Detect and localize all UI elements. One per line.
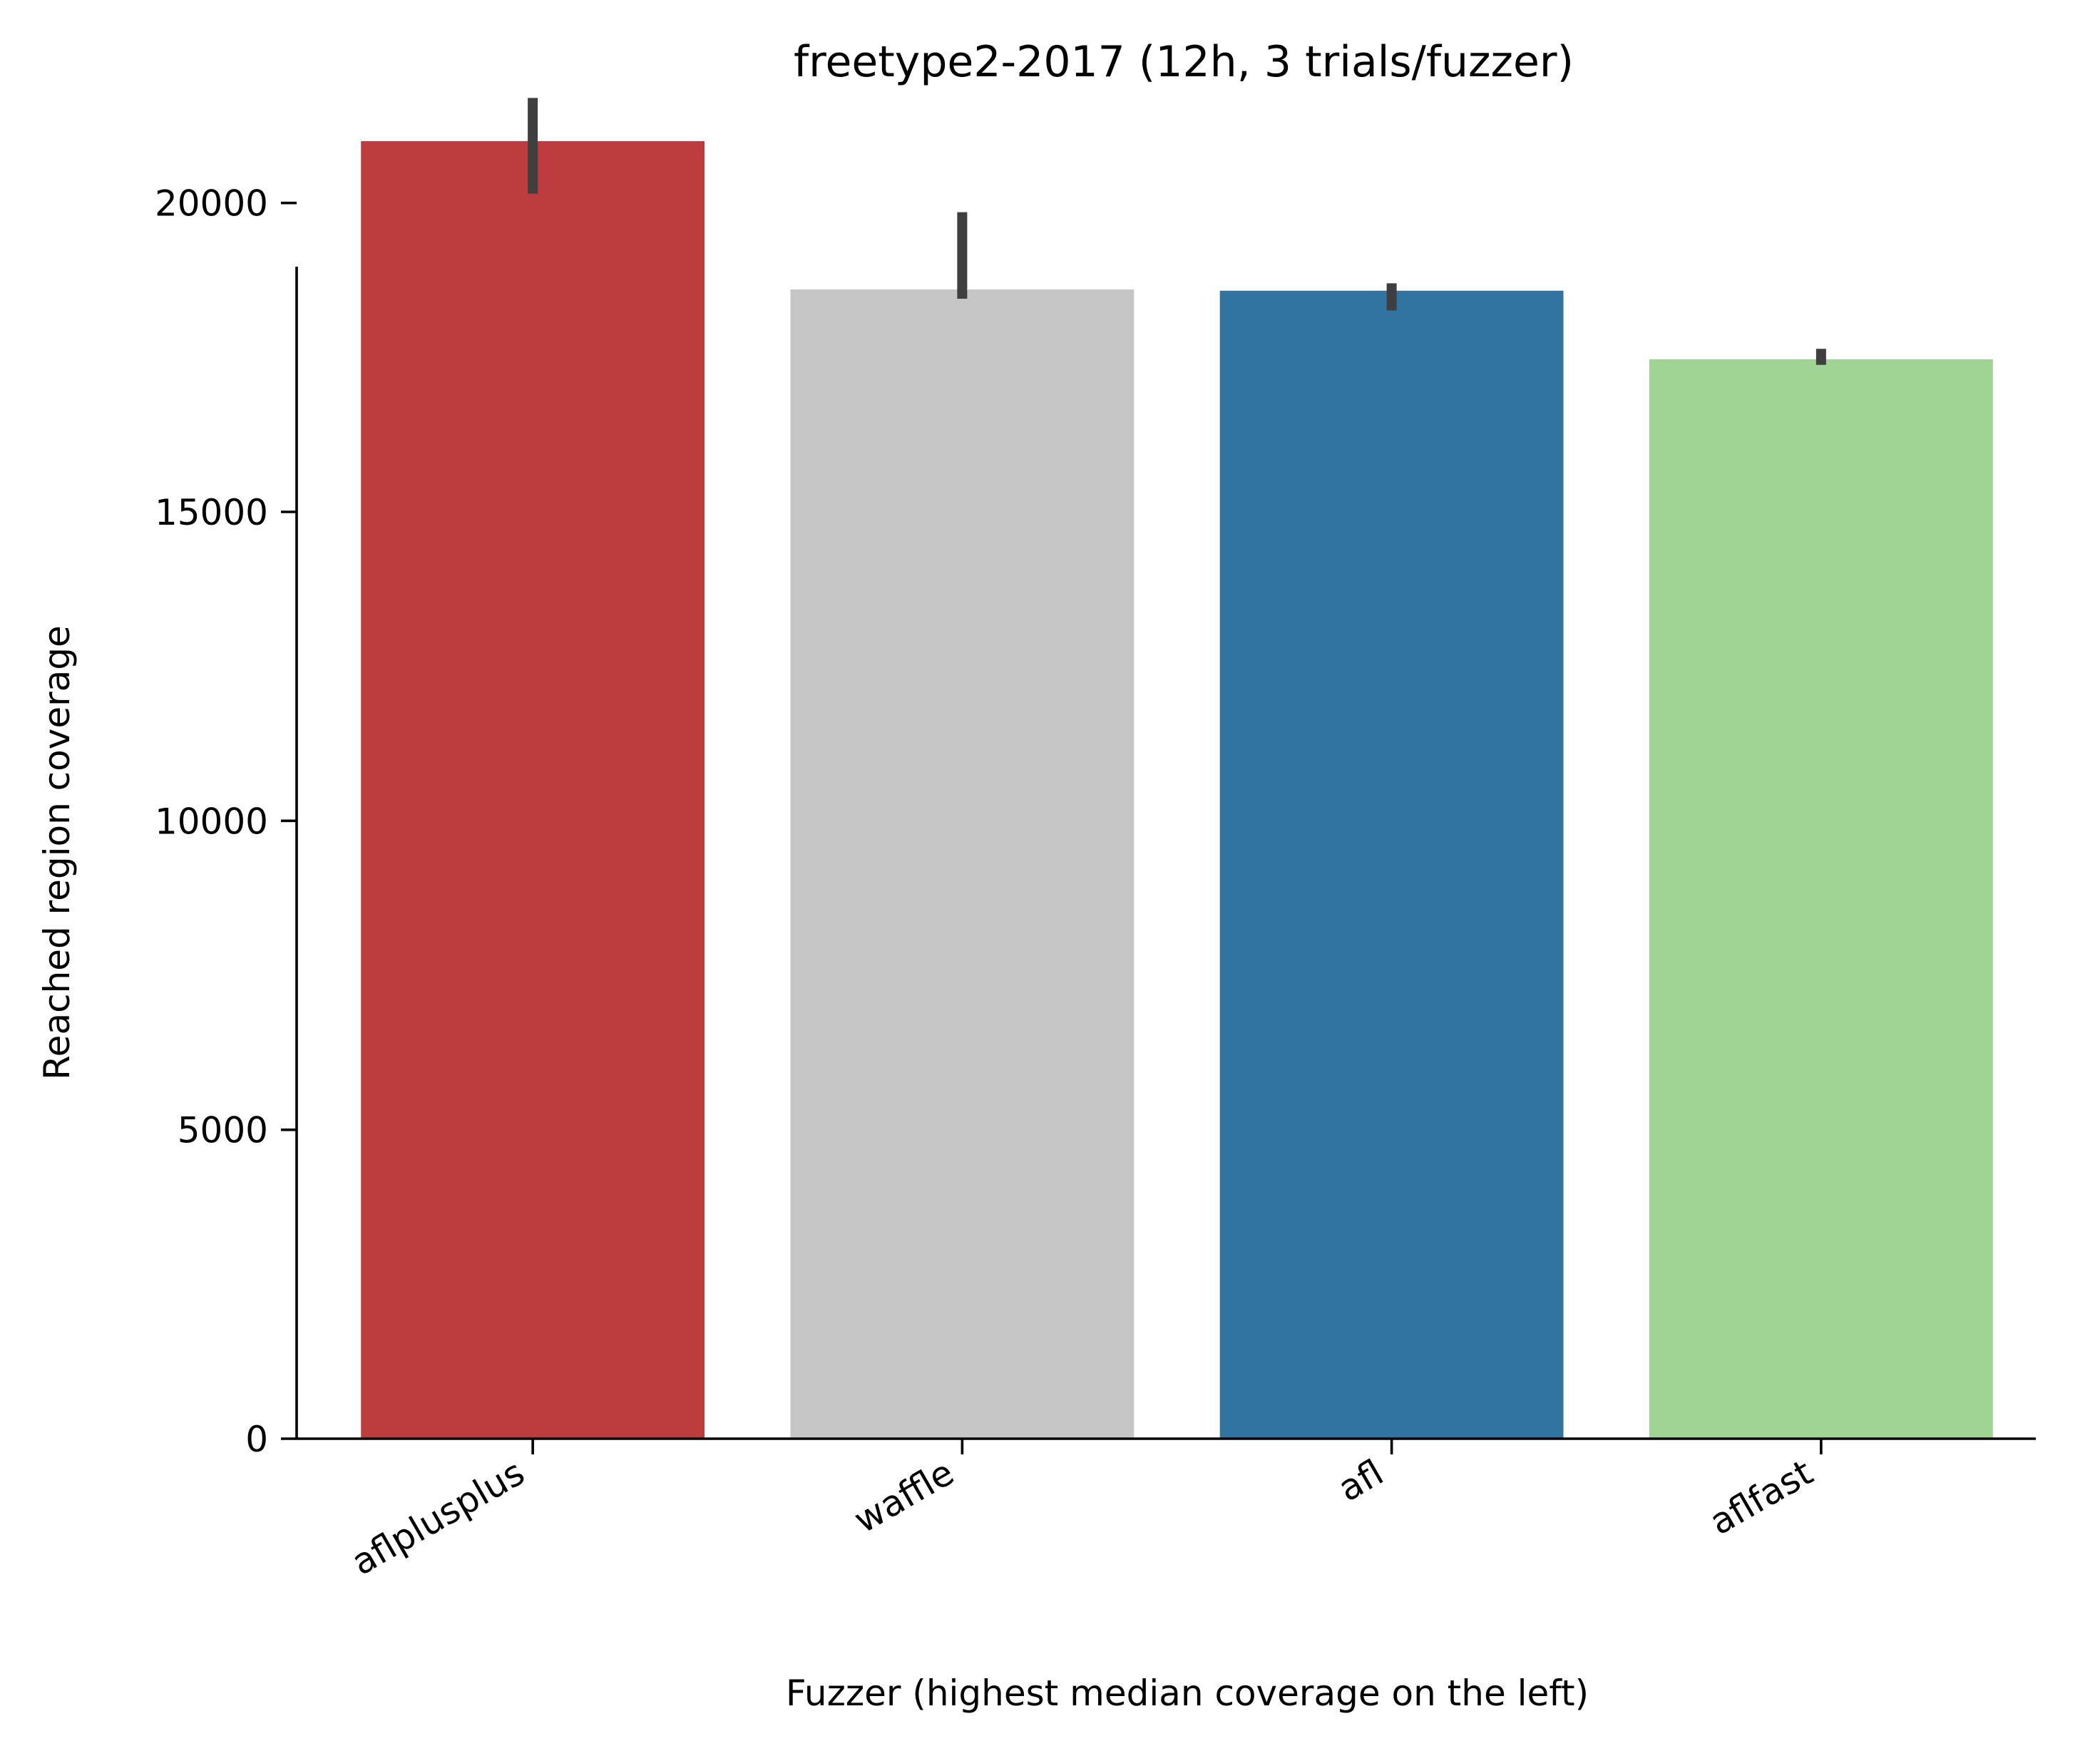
x-tick-label-aflfast: aflfast — [1703, 1452, 1820, 1543]
bar-aflplusplus — [361, 141, 705, 1439]
y-tick-label-15000: 15000 — [155, 492, 268, 533]
y-tick-label-10000: 10000 — [155, 801, 268, 842]
bar-afl — [1219, 290, 1564, 1439]
x-tick-label-afl: afl — [1331, 1452, 1390, 1509]
bar-waffle — [790, 289, 1134, 1439]
x-tick-label-waffle: waffle — [847, 1452, 961, 1541]
plot-area — [361, 98, 1993, 1439]
y-axis-label: Reached region coverage — [36, 625, 78, 1080]
y-axis-ticks: 0 5000 10000 15000 20000 — [155, 183, 297, 1460]
chart-title: freetype2-2017 (12h, 3 trials/fuzzer) — [794, 37, 1574, 87]
y-tick-label-0: 0 — [245, 1419, 268, 1460]
x-axis-ticks: aflplusplus waffle afl aflfast — [344, 1439, 1823, 1583]
bar-aflfast — [1649, 359, 1993, 1439]
x-axis-label: Fuzzer (highest median coverage on the l… — [786, 1673, 1589, 1714]
x-tick-label-aflplusplus: aflplusplus — [344, 1452, 531, 1583]
y-tick-label-5000: 5000 — [178, 1110, 268, 1151]
y-tick-label-20000: 20000 — [155, 183, 268, 225]
